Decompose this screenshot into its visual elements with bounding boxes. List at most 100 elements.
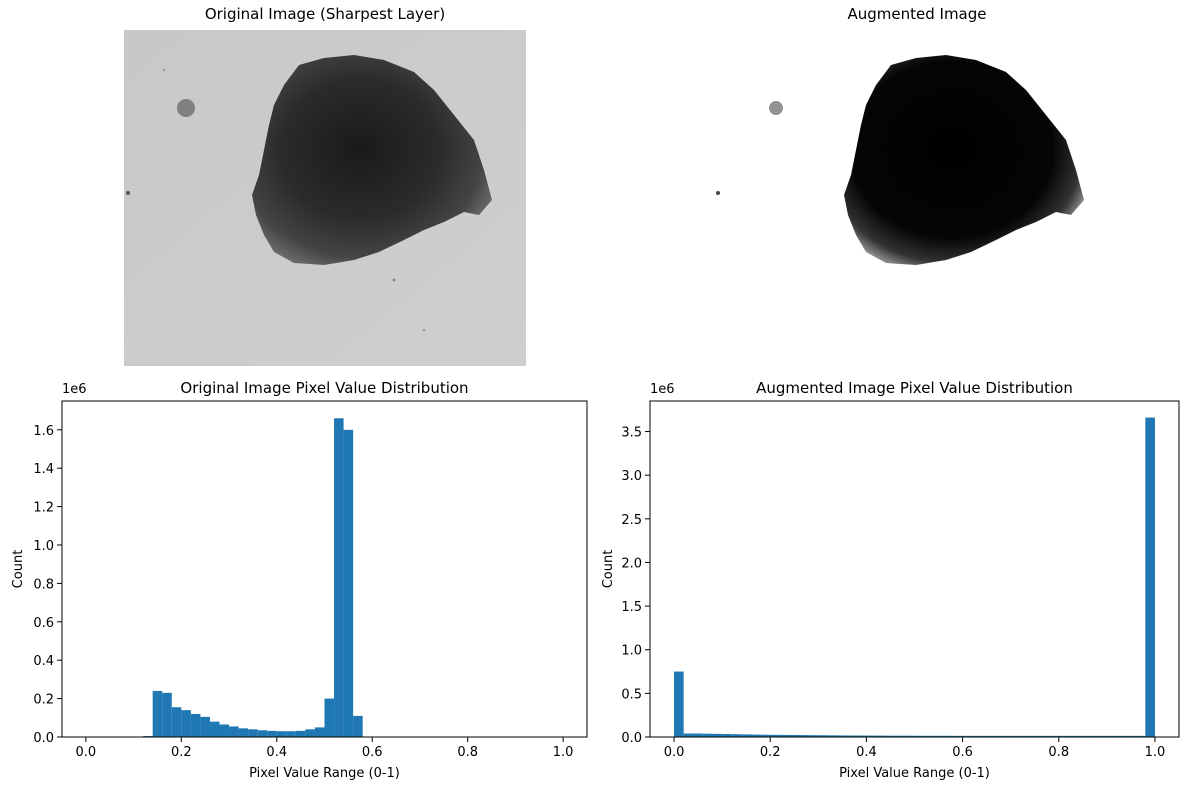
original-y-tick-label: 0.6 [33,616,54,631]
augmented-histogram-bar [1020,735,1030,737]
augmented-histogram-bar [904,735,915,737]
augmented-histogram-bar [876,735,886,737]
augmented-y-axis-label: Count [601,550,616,589]
augmented-histogram-bar [1097,735,1107,737]
augmented-histogram-bar [702,733,713,737]
augmented-y-tick-label: 0.5 [621,687,642,702]
original-y-tick-label: 1.4 [33,462,54,477]
augmented-image [716,30,1118,366]
original-x-axis-label: Pixel Value Range (0-1) [249,766,400,781]
original-histogram-bar [248,729,258,737]
augmented-histogram-bar [731,734,742,737]
augmented-x-tick-label: 0.2 [760,745,781,760]
original-histogram-bar [276,731,287,737]
original-histogram-bar [257,730,268,737]
original-y-tick-label: 0.2 [33,693,54,708]
original-histogram-bar [229,726,239,737]
augmented-histogram-bar [981,735,992,737]
augmented-histogram-bar [1068,735,1079,737]
augmented-x-tick-label: 0.6 [952,745,973,760]
original-x-tick-label: 1.0 [553,745,574,760]
original-image [124,30,526,366]
original-histogram-bar [200,716,210,737]
augmented-histogram-bar [799,735,809,737]
augmented-image-title: Augmented Image [847,5,987,23]
original-histogram-bar [324,698,335,737]
original-x-tick-label: 0.2 [171,745,192,760]
augmented-y-tick-label: 1.0 [621,644,642,659]
original-x-tick-label: 0.8 [457,745,478,760]
original-histogram-bar [267,730,277,737]
augmented-histogram-bar [962,735,973,737]
augmented-histogram-title: Augmented Image Pixel Value Distribution [756,379,1073,397]
augmented-histogram-bar [1010,735,1021,737]
augmented-y-tick-label: 0.0 [621,731,642,746]
augmented-y-offset-label: 1e6 [650,382,675,397]
augmented-histogram-bar [712,733,723,737]
original-plot-frame [61,400,588,738]
original-histogram-bar [238,728,249,737]
augmented-histogram-bar [991,735,1002,737]
original-histogram-bar [295,730,306,737]
augmented-histogram-bar [924,735,934,737]
augmented-y-tick-label: 2.0 [621,556,642,571]
augmented-histogram-bar [895,735,905,737]
original-y-tick-label: 1.2 [33,501,54,516]
original-x-tick-label: 0.6 [362,745,383,760]
augmented-histogram-bar [779,734,790,737]
original-histogram-bar [286,731,296,737]
original-histogram-bar [219,724,230,737]
augmented-histogram-bar [856,735,867,737]
augmented-histogram-bar [1145,417,1155,737]
original-y-tick-label: 0.0 [33,731,54,746]
original-y-tick-label: 0.8 [33,577,54,592]
original-x-tick-label: 0.4 [266,745,287,760]
augmented-histogram-bar [1087,735,1098,737]
augmented-histogram-bar [789,734,800,737]
augmented-y-tick-label: 3.0 [621,469,642,484]
augmented-histogram-bar [1135,735,1146,737]
augmented-histogram-bar [808,735,819,737]
original-histogram: Original Image Pixel Value Distribution 0… [11,379,588,781]
augmented-histogram-bar [1001,735,1011,737]
augmented-x-tick-label: 0.4 [856,745,877,760]
original-histogram-bar [152,690,163,737]
augmented-histogram-bar [693,733,703,737]
augmented-histogram-bar [1049,735,1059,737]
augmented-histogram-bar [770,734,780,737]
augmented-y-tick-label: 1.5 [621,600,642,615]
original-x-tick-label: 0.0 [76,745,97,760]
original-histogram-bar [190,713,201,737]
augmented-histogram-bar [914,735,925,737]
original-histogram-bar [334,418,344,737]
augmented-histogram-bar [885,735,896,737]
original-histogram-bar [305,729,315,737]
original-histogram-title: Original Image Pixel Value Distribution [180,379,468,397]
augmented-histogram-bar [750,734,761,737]
augmented-x-tick-label: 1.0 [1145,745,1166,760]
augmented-histogram-bar [683,733,694,737]
augmented-histogram-bar [943,735,953,737]
original-image-title: Original Image (Sharpest Layer) [204,5,446,23]
augmented-histogram-bar [1078,735,1088,737]
original-histogram-bar [209,721,220,737]
augmented-histogram-bar [827,735,838,737]
augmented-histogram-bar [1126,735,1136,737]
augmented-histogram-bar [741,734,751,737]
augmented-y-tick-label: 2.5 [621,513,642,528]
augmented-histogram-bar [952,735,963,737]
original-y-tick-label: 1.6 [33,424,54,439]
augmented-histogram-bar [818,735,828,737]
augmented-plot-frame [649,400,1180,738]
original-histogram-bar [343,429,354,737]
original-histogram-bar [353,715,363,737]
augmented-histogram-bar [1029,735,1040,737]
augmented-histogram-bar [866,735,877,737]
augmented-histogram-bar [1058,735,1069,737]
augmented-histogram-bar [674,671,684,737]
augmented-histogram-bar [760,734,771,737]
original-histogram-bar [171,707,182,737]
augmented-histogram-bar [1106,735,1117,737]
original-histogram-bar [314,727,325,737]
augmented-y-tick-label: 3.5 [621,426,642,441]
